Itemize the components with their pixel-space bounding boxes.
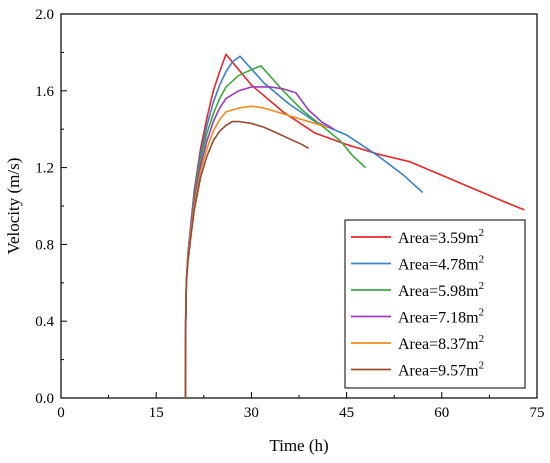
x-axis-title: Time (h) <box>269 436 328 455</box>
y-axis-ticks: 0.0 0.4 0.8 1.2 1.6 2.0 <box>35 7 67 407</box>
y-axis-title: Velocity (m/s) <box>4 158 23 255</box>
legend-box <box>344 219 526 389</box>
x-tick-label: 0 <box>57 405 65 421</box>
x-tick-label: 60 <box>434 405 449 421</box>
x-tick-label: 15 <box>149 405 164 421</box>
legend-label-1: Area=3.59m2 <box>398 227 484 247</box>
legend-entries: Area=3.59m2 Area=4.78m2 Area=5.98m2 Area=7.… <box>351 227 484 380</box>
y-tick-label: 0.0 <box>35 391 54 407</box>
x-tick-label: 75 <box>530 405 545 421</box>
legend-label-6: Area=9.57m2 <box>398 360 484 380</box>
series-line-3 <box>184 65 367 399</box>
series-lines <box>184 53 525 399</box>
series-line-6 <box>184 120 309 399</box>
legend: Area=3.59m2 Area=4.78m2 Area=5.98m2 Area=7.… <box>344 219 526 389</box>
y-tick-label: 1.2 <box>35 161 54 177</box>
legend-label-2: Area=4.78m2 <box>398 254 484 274</box>
x-tick-label: 45 <box>339 405 354 421</box>
legend-label-3: Area=5.98m2 <box>398 280 484 300</box>
series-line-5 <box>184 105 328 399</box>
plot-area: 0 15 30 45 60 75 0.0 0.4 0.8 1.2 1.6 2.0 <box>35 7 544 421</box>
legend-label-5: Area=8.37m2 <box>398 333 484 353</box>
y-tick-label: 0.8 <box>35 237 54 253</box>
series-line-4 <box>184 86 335 399</box>
y-tick-label: 2.0 <box>35 7 54 23</box>
y-tick-label: 1.6 <box>35 84 54 100</box>
y-tick-label: 0.4 <box>35 314 54 330</box>
x-axis-ticks: 0 15 30 45 60 75 <box>57 392 545 421</box>
x-tick-label: 30 <box>244 405 259 421</box>
legend-label-4: Area=7.18m2 <box>398 307 484 327</box>
